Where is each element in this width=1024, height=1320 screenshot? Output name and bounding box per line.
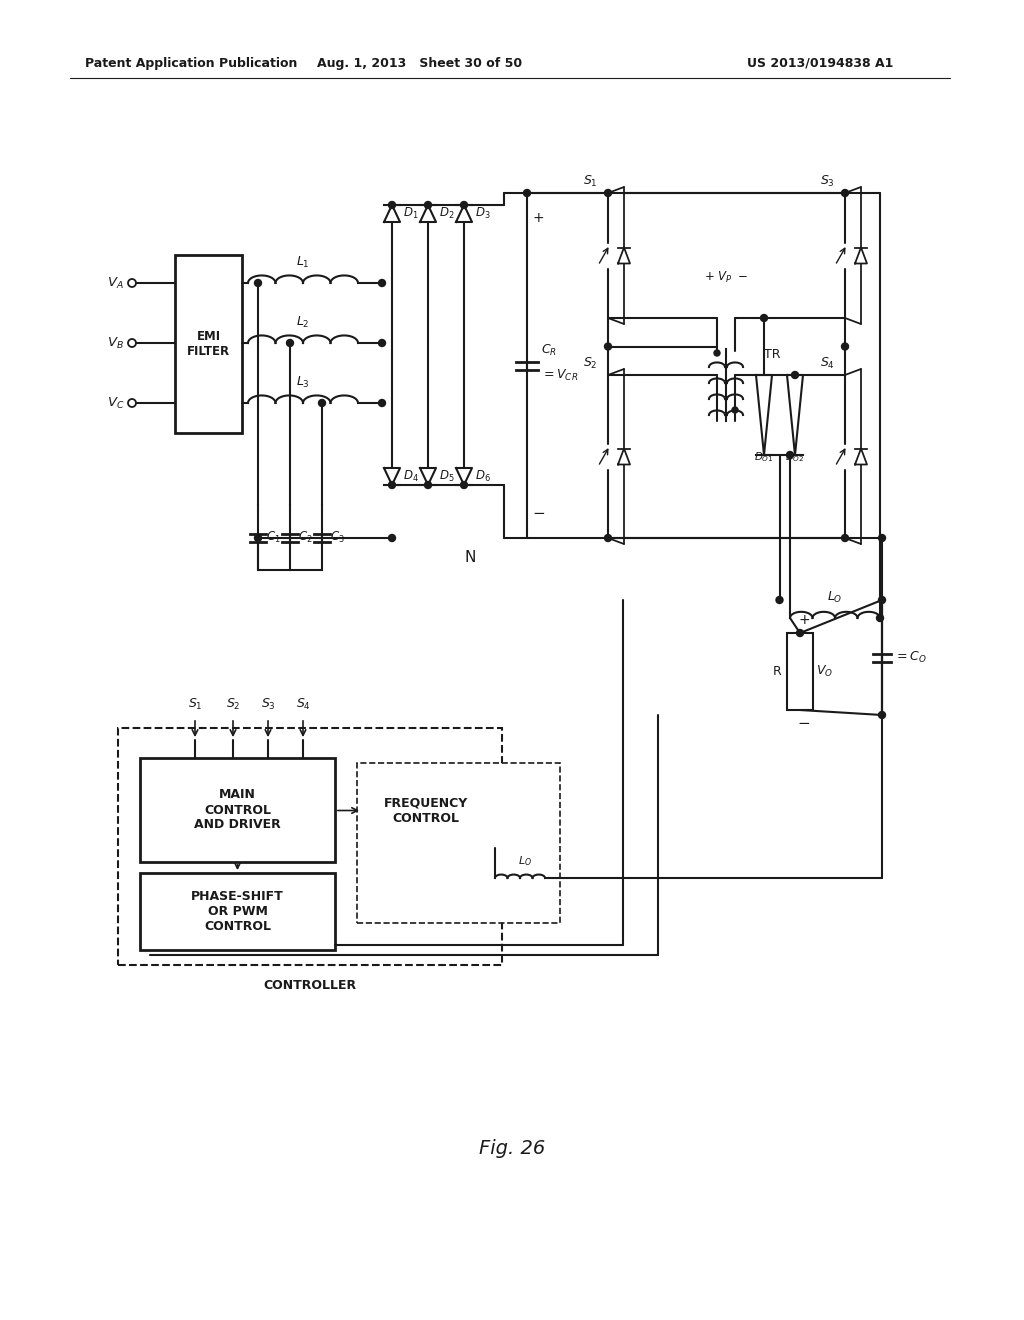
Text: −: −: [532, 506, 545, 520]
Text: Patent Application Publication: Patent Application Publication: [85, 57, 297, 70]
Text: $V_B$: $V_B$: [108, 335, 124, 351]
Circle shape: [879, 711, 886, 718]
Circle shape: [877, 615, 884, 622]
Text: $D_{O1}$: $D_{O1}$: [754, 450, 774, 463]
Circle shape: [461, 202, 468, 209]
Circle shape: [842, 535, 849, 541]
Bar: [140, 758, 335, 862]
Text: $D_6$: $D_6$: [475, 469, 490, 484]
Text: $D_5$: $D_5$: [439, 469, 455, 484]
Bar: [362, 774, 490, 847]
Circle shape: [255, 280, 261, 286]
Text: US 2013/0194838 A1: US 2013/0194838 A1: [746, 57, 893, 70]
Text: +: +: [798, 612, 810, 627]
Text: $L_O$: $L_O$: [518, 854, 532, 869]
Circle shape: [388, 535, 395, 541]
Circle shape: [388, 202, 395, 209]
Circle shape: [792, 371, 799, 379]
Text: $D_4$: $D_4$: [403, 469, 419, 484]
Text: $S_4$: $S_4$: [296, 697, 310, 711]
Text: $L_3$: $L_3$: [296, 375, 310, 389]
Text: MAIN
CONTROL
AND DRIVER: MAIN CONTROL AND DRIVER: [195, 788, 281, 832]
Circle shape: [879, 597, 886, 603]
Circle shape: [287, 339, 294, 346]
Circle shape: [776, 597, 783, 603]
Circle shape: [761, 314, 768, 322]
Text: $S_2$: $S_2$: [225, 697, 241, 711]
Text: R: R: [773, 665, 782, 678]
Text: EMI
FILTER: EMI FILTER: [187, 330, 230, 358]
Text: $S_1$: $S_1$: [187, 697, 203, 711]
Text: $D_3$: $D_3$: [475, 206, 490, 220]
Text: $L_2$: $L_2$: [296, 315, 310, 330]
Bar: [118, 729, 502, 965]
Circle shape: [786, 451, 794, 458]
Circle shape: [425, 482, 431, 488]
Text: FREQUENCY
CONTROL: FREQUENCY CONTROL: [384, 796, 468, 825]
Circle shape: [842, 343, 849, 350]
Text: Fig. 26: Fig. 26: [479, 1138, 545, 1158]
Text: N: N: [464, 550, 476, 565]
Text: $V_A$: $V_A$: [108, 276, 124, 290]
Text: $S_3$: $S_3$: [260, 697, 275, 711]
Circle shape: [604, 343, 611, 350]
Text: $=V_{CR}$: $=V_{CR}$: [541, 368, 579, 383]
Bar: [357, 763, 560, 923]
Text: $L_O$: $L_O$: [827, 590, 843, 605]
Text: $C_3$: $C_3$: [330, 529, 345, 545]
Circle shape: [797, 630, 804, 636]
Circle shape: [425, 202, 431, 209]
Text: $D_1$: $D_1$: [403, 206, 419, 220]
Text: $+\ V_P\ -$: $+\ V_P\ -$: [705, 269, 748, 285]
Text: $C_2$: $C_2$: [298, 529, 312, 545]
Text: $D_2$: $D_2$: [439, 206, 455, 220]
Bar: [175, 255, 242, 433]
Text: $S_4$: $S_4$: [819, 356, 835, 371]
Circle shape: [379, 339, 385, 346]
Bar: [787, 634, 813, 710]
Text: −: −: [798, 715, 810, 731]
Text: $S_3$: $S_3$: [819, 174, 835, 189]
Circle shape: [879, 535, 886, 541]
Circle shape: [379, 400, 385, 407]
Circle shape: [714, 350, 720, 356]
Circle shape: [604, 535, 611, 541]
Text: $L_1$: $L_1$: [296, 255, 310, 271]
Text: $C_R$: $C_R$: [541, 343, 557, 358]
Text: TR: TR: [764, 348, 780, 362]
Text: Aug. 1, 2013   Sheet 30 of 50: Aug. 1, 2013 Sheet 30 of 50: [317, 57, 522, 70]
Text: $S_1$: $S_1$: [583, 174, 597, 189]
Circle shape: [732, 407, 738, 413]
Text: $=C_O$: $=C_O$: [894, 649, 927, 665]
Circle shape: [523, 190, 530, 197]
Text: $C_1$: $C_1$: [266, 529, 281, 545]
Text: CONTROLLER: CONTROLLER: [263, 979, 356, 993]
Text: $V_O$: $V_O$: [816, 664, 834, 678]
Circle shape: [842, 190, 849, 197]
Circle shape: [388, 482, 395, 488]
Circle shape: [379, 280, 385, 286]
Circle shape: [318, 400, 326, 407]
Text: $D_{O2}$: $D_{O2}$: [785, 450, 805, 463]
Text: +: +: [532, 211, 544, 224]
Circle shape: [604, 190, 611, 197]
Bar: [140, 873, 335, 950]
Text: $V_C$: $V_C$: [106, 396, 124, 411]
Text: $S_2$: $S_2$: [583, 356, 597, 371]
Circle shape: [461, 482, 468, 488]
Text: PHASE-SHIFT
OR PWM
CONTROL: PHASE-SHIFT OR PWM CONTROL: [191, 890, 284, 933]
Circle shape: [255, 535, 261, 541]
